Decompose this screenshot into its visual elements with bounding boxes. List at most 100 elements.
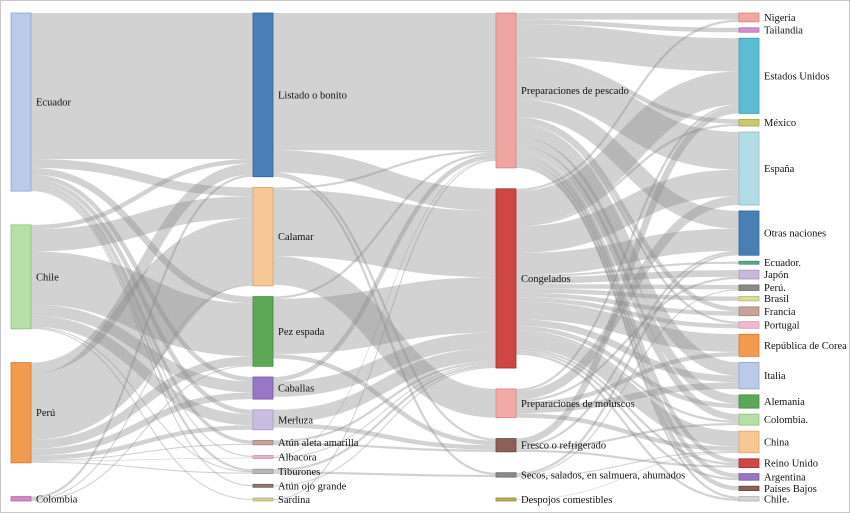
link-pp-po xyxy=(515,121,740,324)
link-ti-se xyxy=(272,471,497,478)
link-co-ca xyxy=(30,284,254,500)
link-cg-ar xyxy=(515,350,740,481)
node-fr xyxy=(495,438,517,453)
link-al-cg xyxy=(272,363,497,459)
node-on xyxy=(738,210,760,256)
node-ti xyxy=(252,468,274,475)
link-cg-ng xyxy=(515,19,740,191)
node-rc xyxy=(738,333,760,357)
link-pm-ch xyxy=(515,413,740,452)
node-label-pr: Perú. xyxy=(764,283,786,294)
link-pp-it xyxy=(515,123,740,376)
node-ng xyxy=(738,12,760,23)
link-pe-li xyxy=(30,163,254,374)
link-cl-me xyxy=(30,315,254,426)
link-pz-cg xyxy=(272,277,497,355)
link-pm-ja xyxy=(515,276,740,403)
node-co xyxy=(10,496,32,502)
node-label-li: Listado o bonito xyxy=(278,90,347,101)
node-ch xyxy=(738,430,760,454)
link-ca-pm xyxy=(272,256,497,418)
link-cg-ru xyxy=(515,348,740,466)
link-se-ch xyxy=(515,451,740,478)
link-pp-pb xyxy=(515,161,740,491)
node-al xyxy=(252,455,274,459)
node-label-pe: Perú xyxy=(36,408,56,419)
link-cl-cb xyxy=(30,304,254,393)
link-cl-sa xyxy=(30,327,254,501)
link-pp-ta xyxy=(515,19,740,33)
node-ec xyxy=(10,12,32,192)
node-ca xyxy=(252,187,274,287)
link-cg-es xyxy=(515,169,740,253)
node-label-aa: Atún aleta amarilla xyxy=(278,438,359,449)
node-label-sa: Sardina xyxy=(278,495,310,506)
node-es xyxy=(738,131,760,206)
node-aa xyxy=(252,439,274,446)
link-co-pz xyxy=(30,365,254,502)
node-ta xyxy=(738,27,760,33)
link-pz-fr xyxy=(272,354,497,446)
link-pp-chd xyxy=(515,165,740,499)
node-ar xyxy=(738,473,760,481)
node-label-ng: Nigeria xyxy=(764,13,796,24)
link-pp-fa xyxy=(515,117,740,312)
link-aa-cg xyxy=(272,361,497,443)
node-sa xyxy=(252,497,274,502)
node-label-me: Merluza xyxy=(278,415,313,426)
link-pe-ti xyxy=(30,461,254,474)
node-ja xyxy=(738,269,760,280)
node-chd xyxy=(738,496,760,502)
link-cl-ca xyxy=(30,196,254,252)
node-me xyxy=(252,409,274,431)
node-cd xyxy=(738,413,760,426)
link-ec-pz xyxy=(30,167,254,304)
link-ec-ca xyxy=(30,159,254,197)
node-label-on: Otras naciones xyxy=(764,229,826,240)
link-ca-cg xyxy=(272,189,497,278)
node-label-chd: Chile. xyxy=(764,494,789,505)
link-cg-ecd xyxy=(515,261,740,278)
link-ao-cg xyxy=(272,366,497,487)
link-pp-on xyxy=(515,99,740,229)
node-ecd xyxy=(738,260,760,265)
link-cl-pz xyxy=(30,251,254,357)
node-label-cd: Colombia. xyxy=(764,415,808,426)
link-fr-ru xyxy=(515,449,740,468)
link-sa-pp xyxy=(272,159,497,501)
node-label-it: Italia xyxy=(764,371,786,382)
link-li-cg xyxy=(272,150,497,211)
link-cg-on xyxy=(515,228,740,276)
link-pe-cb xyxy=(30,392,254,456)
link-pp-am xyxy=(515,136,740,404)
link-ec-aa xyxy=(30,183,254,444)
link-me-cg xyxy=(272,348,497,424)
link-pm-eu xyxy=(515,104,740,392)
link-fr-on xyxy=(515,250,740,448)
link-pm-es xyxy=(515,196,740,400)
link-pm-rc xyxy=(515,351,740,407)
link-ec-ao xyxy=(30,190,254,487)
link-cg-pr xyxy=(515,283,740,290)
link-pz-pp xyxy=(272,152,497,299)
link-cg-mx xyxy=(515,123,740,227)
link-cg-cd xyxy=(515,330,740,423)
link-ca-pp xyxy=(272,150,497,190)
link-cg-it xyxy=(515,319,740,383)
link-ec-cb xyxy=(30,174,254,382)
link-pe-al xyxy=(30,457,254,462)
link-se-pr xyxy=(515,289,740,477)
link-cg-br xyxy=(515,288,740,301)
link-li-fr xyxy=(272,172,497,441)
link-pp-mx xyxy=(515,57,740,124)
link-cg-rc xyxy=(515,301,740,352)
node-label-pz: Pez espada xyxy=(278,327,325,338)
node-label-ta: Tailandia xyxy=(764,26,803,37)
node-po xyxy=(738,321,760,329)
node-br xyxy=(738,296,760,302)
node-pe xyxy=(10,362,32,464)
node-cl xyxy=(10,224,32,330)
links-layer xyxy=(28,12,740,502)
link-me-fr xyxy=(272,423,497,450)
